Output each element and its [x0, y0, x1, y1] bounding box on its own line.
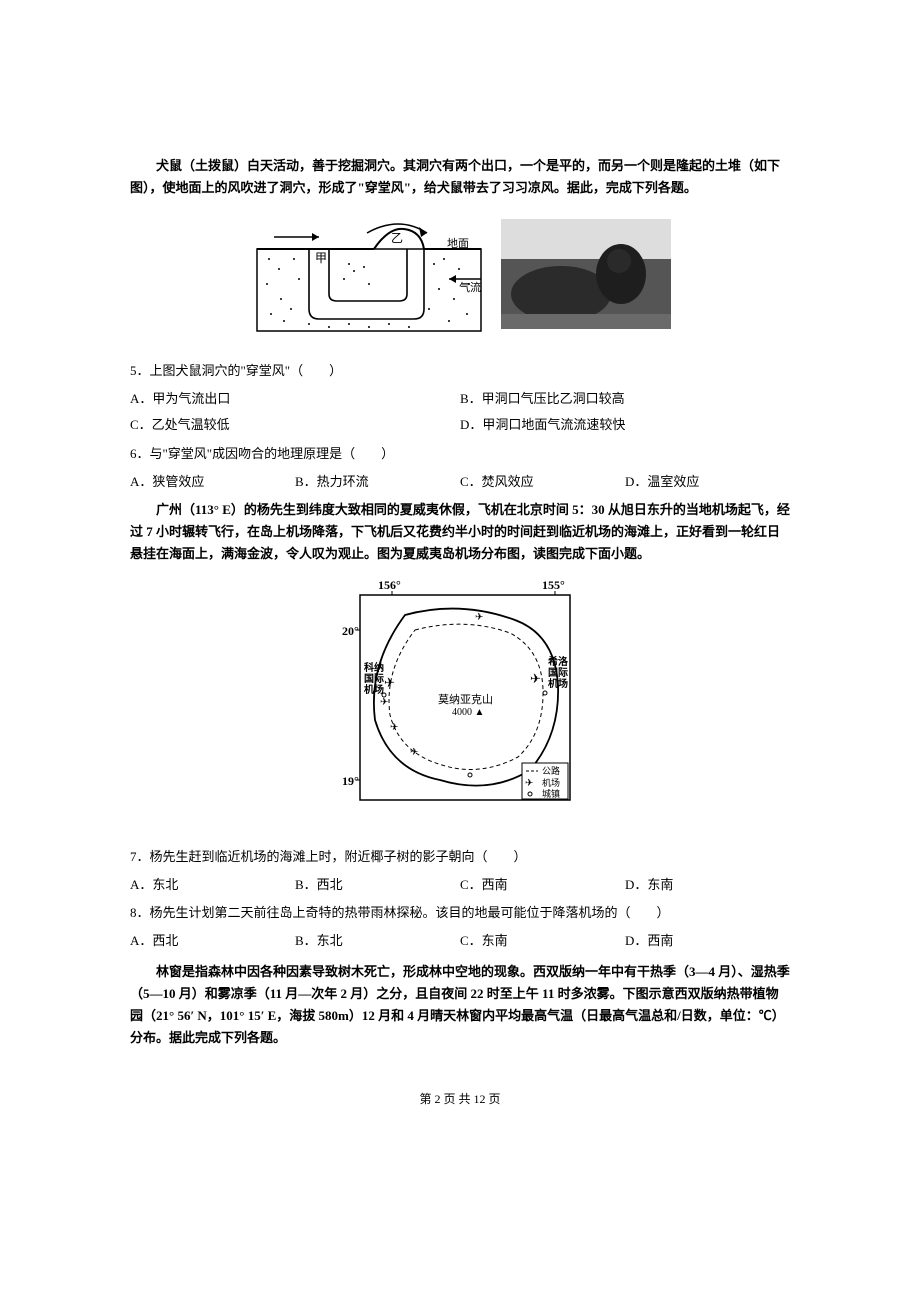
svg-text:✈: ✈ — [380, 697, 388, 708]
svg-text:机场: 机场 — [548, 677, 568, 690]
passage-2: 广州（113° E）的杨先生到纬度大致相同的夏威夷休假，飞机在北京时间 5：30… — [130, 499, 790, 565]
lon-left: 156° — [378, 578, 401, 592]
label-yi: 乙 — [391, 231, 403, 245]
svg-text:公路: 公路 — [542, 765, 560, 776]
prairie-dog-photo — [501, 219, 671, 336]
figure-2-map: 156° 155° 20° 19° 莫纳亚克山 4000 ▲ 科纳 国际 机场 … — [130, 575, 790, 832]
q8-opt-a: A．西北 — [130, 930, 295, 952]
svg-text:✈: ✈ — [475, 612, 483, 623]
q8-opt-b: B．东北 — [295, 930, 460, 952]
q6-opt-a: A．狭管效应 — [130, 471, 295, 493]
q7-opt-d: D．东南 — [625, 874, 790, 896]
q7-opt-a: A．东北 — [130, 874, 295, 896]
svg-text:✈: ✈ — [530, 671, 541, 686]
passage-1: 犬鼠（土拨鼠）白天活动，善于挖掘洞穴。其洞穴有两个出口，一个是平的，而另一个则是… — [130, 155, 790, 199]
q6-opt-d: D．温室效应 — [625, 471, 790, 493]
svg-text:✈: ✈ — [384, 675, 395, 690]
label-airflow: 气流 — [459, 280, 481, 294]
q8-stem: 8．杨先生计划第二天前往岛上奇特的热带雨林探秘。该目的地最可能位于降落机场的（ … — [130, 902, 790, 924]
q5-opt-b: B．甲洞口气压比乙洞口较高 — [460, 388, 790, 410]
page-footer: 第 2 页 共 12 页 — [130, 1089, 790, 1109]
q6-opt-c: C．焚风效应 — [460, 471, 625, 493]
svg-text:城镇: 城镇 — [542, 788, 560, 799]
q6-stem: 6．与"穿堂风"成因吻合的地理原理是（ ） — [130, 443, 790, 465]
svg-text:✈: ✈ — [390, 722, 398, 733]
label-ground: 地面 — [447, 237, 469, 250]
q7-opt-b: B．西北 — [295, 874, 460, 896]
label-jia: 甲 — [315, 251, 327, 265]
lat-top: 20° — [342, 624, 359, 638]
passage-3: 林窗是指森林中因各种因素导致树木死亡，形成林中空地的现象。西双版纳一年中有干热季… — [130, 961, 790, 1049]
mountain-elev: 4000 ▲ — [452, 707, 484, 718]
svg-text:科纳: 科纳 — [364, 661, 384, 674]
svg-text:✈: ✈ — [525, 778, 533, 789]
q6-opt-b: B．热力环流 — [295, 471, 460, 493]
svg-text:国际: 国际 — [548, 667, 568, 679]
q5-opt-a: A．甲为气流出口 — [130, 388, 460, 410]
burrow-diagram: 甲 乙 地面 气流 — [249, 209, 489, 346]
q5-opt-c: C．乙处气温较低 — [130, 414, 460, 436]
svg-text:机场: 机场 — [542, 777, 560, 788]
q5-stem: 5．上图犬鼠洞穴的"穿堂风"（ ） — [130, 360, 790, 382]
svg-text:机场: 机场 — [364, 683, 384, 696]
q7-stem: 7．杨先生赶到临近机场的海滩上时，附近椰子树的影子朝向（ ） — [130, 846, 790, 868]
figure-1: 甲 乙 地面 气流 — [130, 209, 790, 346]
svg-text:希洛: 希洛 — [547, 655, 569, 668]
q5-opt-d: D．甲洞口地面气流流速较快 — [460, 414, 790, 436]
q8-opt-c: C．东南 — [460, 930, 625, 952]
svg-text:✈: ✈ — [410, 747, 418, 758]
q7-opt-c: C．西南 — [460, 874, 625, 896]
lat-bottom: 19° — [342, 774, 359, 788]
mountain-name: 莫纳亚克山 — [438, 693, 493, 706]
svg-text:国际: 国际 — [364, 673, 384, 685]
q8-opt-d: D．西南 — [625, 930, 790, 952]
lon-right: 155° — [542, 578, 565, 592]
